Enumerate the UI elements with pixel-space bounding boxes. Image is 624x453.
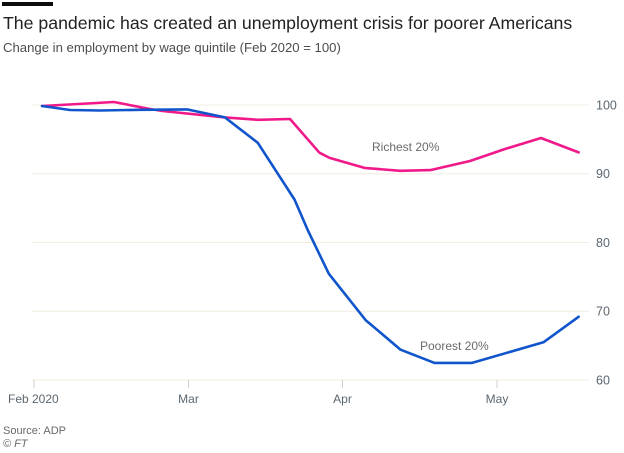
svg-text:Feb 2020: Feb 2020 xyxy=(8,392,59,406)
svg-text:90: 90 xyxy=(596,167,610,181)
svg-text:100: 100 xyxy=(596,99,617,113)
svg-text:Mar: Mar xyxy=(178,392,199,406)
svg-text:60: 60 xyxy=(596,374,610,388)
svg-text:70: 70 xyxy=(596,305,610,319)
svg-text:80: 80 xyxy=(596,236,610,250)
svg-text:Richest 20%: Richest 20% xyxy=(372,140,440,154)
svg-text:May: May xyxy=(486,392,509,406)
svg-text:Poorest 20%: Poorest 20% xyxy=(420,339,489,353)
svg-text:Apr: Apr xyxy=(333,392,352,406)
